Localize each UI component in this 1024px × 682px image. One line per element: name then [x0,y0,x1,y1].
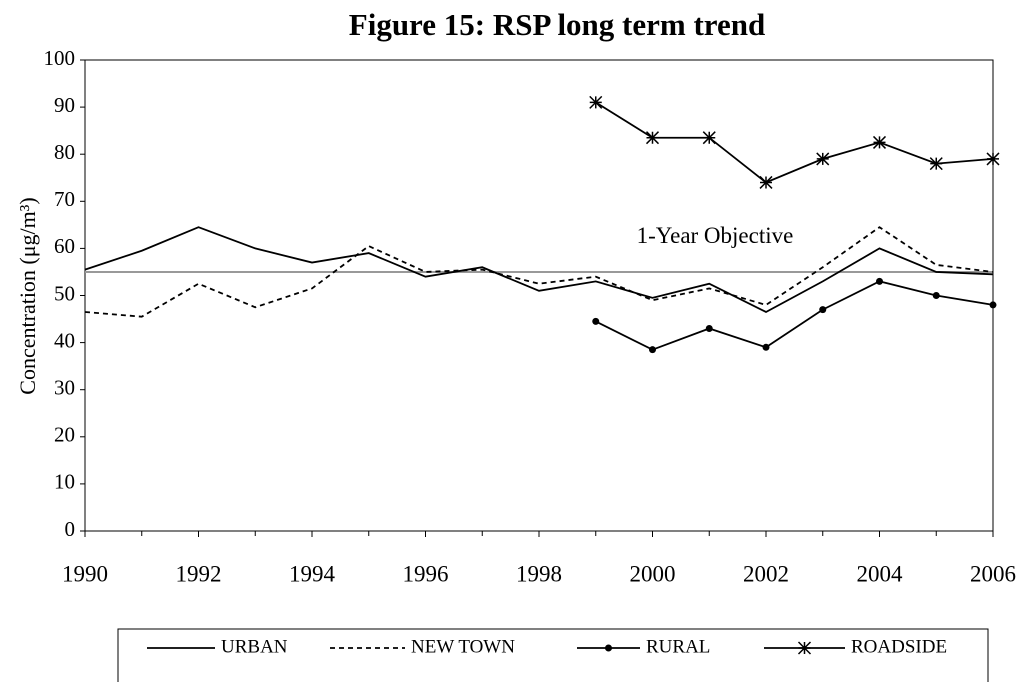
y-axis-label: Concentration (μg/m³) [15,197,40,394]
y-tick-label: 40 [54,328,75,352]
series-marker [932,292,940,299]
y-tick-label: 30 [54,376,75,400]
series-marker [649,346,656,354]
x-tick-label: 1998 [516,561,562,586]
legend-marker [605,644,612,652]
series-line [84,226,994,313]
objective-label: 1-Year Objective [637,223,794,248]
y-tick-label: 20 [54,423,75,447]
series-line [595,280,994,351]
y-tick-label: 50 [54,281,75,305]
x-tick-label: 2000 [630,561,676,586]
y-tick-label: 10 [54,470,75,494]
x-tick-label: 1994 [289,561,336,586]
legend-label: ROADSIDE [851,636,947,657]
series-marker [816,152,830,166]
legend-label: RURAL [646,636,710,657]
y-tick-label: 90 [54,93,75,117]
series-marker [759,175,773,189]
x-tick-label: 2006 [970,561,1016,586]
legend-label: NEW TOWN [411,636,515,657]
x-tick-label: 2002 [743,561,789,586]
series-marker [645,131,660,145]
y-tick-label: 70 [54,187,75,211]
legend-box [117,628,989,682]
series-marker [592,317,600,325]
chart-title: Figure 15: RSP long term trend [349,7,765,42]
series-marker [702,131,716,145]
plot-frame [84,59,994,532]
series-line [595,101,994,184]
y-tick-label: 0 [65,517,76,541]
series-marker [876,277,883,285]
legend-label: URBAN [221,636,288,657]
y-tick-label: 80 [54,140,75,164]
series-marker [986,152,1000,166]
x-tick-label: 2004 [857,561,904,586]
series-marker [762,343,770,351]
x-tick-label: 1996 [403,561,449,586]
series-marker [872,135,887,149]
series-marker [819,306,827,314]
series-marker [705,324,713,332]
series-marker [589,95,603,109]
y-tick-label: 60 [54,234,75,258]
series-marker [989,301,997,309]
x-tick-label: 1990 [62,561,108,586]
series-marker [929,157,943,171]
y-tick-label: 100 [44,46,76,70]
x-tick-label: 1992 [176,561,222,586]
legend-marker [797,641,812,655]
series-line [84,226,994,318]
